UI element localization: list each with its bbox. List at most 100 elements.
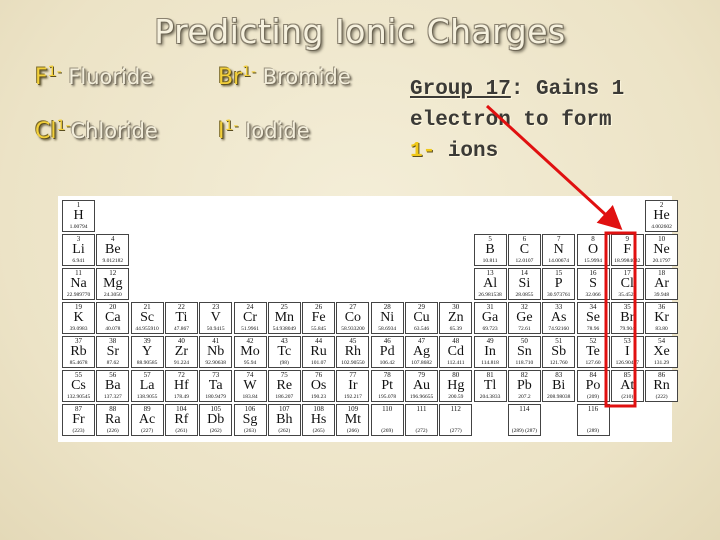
atomic-mass: 138.9055 [136, 394, 158, 400]
atomic-mass: 20.1797 [652, 258, 671, 264]
atomic-mass: (265) [312, 428, 325, 434]
note-text: electron to form [410, 109, 612, 132]
element-cell: 74 W 183.84 [233, 370, 267, 402]
ion-charge: 1- [224, 118, 239, 134]
element-cell: 48 Cd 112.411 [439, 336, 473, 368]
atomic-number: 14 [520, 269, 528, 277]
element-symbol: Cl [620, 276, 634, 291]
element-cell: 36 Kr 83.80 [645, 302, 679, 334]
atomic-mass: 91.224 [173, 360, 189, 366]
pointer-arrow [485, 104, 623, 231]
atomic-number: 53 [623, 337, 631, 345]
element-cell: 104 Rf (261) [164, 404, 198, 436]
element-symbol: B [485, 242, 495, 257]
element-symbol: Ne [653, 242, 670, 257]
atomic-number: 78 [383, 371, 391, 379]
element-cell: 108 Hs (265) [302, 404, 336, 436]
atomic-mass: 55.845 [311, 326, 327, 332]
atomic-number: 107 [279, 405, 290, 413]
atomic-mass: 10.811 [482, 258, 498, 264]
atomic-number: 28 [383, 303, 391, 311]
element-symbol: He [653, 208, 670, 223]
element-cell: 88 Ra (226) [96, 404, 130, 436]
atomic-mass: (261) [175, 428, 188, 434]
element-symbol: Cr [243, 310, 257, 325]
element-cell: 11 Na 22.989770 [62, 268, 95, 300]
atomic-mass: 4.002602 [651, 224, 672, 230]
atomic-number: 50 [520, 337, 528, 345]
note-group: Group 17 [410, 78, 511, 101]
element-cell: 76 Os 190.23 [302, 370, 336, 402]
element-cell: 16 S 32.066 [576, 268, 610, 300]
atomic-mass: 50.9415 [206, 326, 225, 332]
element-cell: 29 Cu 63.546 [405, 302, 438, 334]
element-symbol: Rb [70, 344, 87, 359]
element-cell: 55 Cs 132.90545 [62, 370, 95, 402]
element-cell: 86 Rn (222) [645, 370, 679, 402]
atomic-number: 52 [589, 337, 597, 345]
atomic-mass: 78.96 [586, 326, 600, 332]
element-cell: 32 Ge 72.61 [507, 302, 541, 334]
element-symbol: Pd [379, 344, 395, 359]
element-symbol: Ca [105, 310, 121, 325]
element-cell: 6 C 12.0107 [507, 234, 541, 266]
element-cell: 46 Pd 106.42 [370, 336, 404, 368]
atomic-mass: 126.90447 [615, 360, 639, 366]
element-cell: 15 P 30.973761 [542, 268, 576, 300]
element-symbol: Ge [516, 310, 533, 325]
element-symbol: Bh [276, 412, 293, 427]
element-symbol: Sb [551, 344, 567, 359]
atomic-mass: (277) [449, 428, 462, 434]
atomic-mass: (269) [381, 428, 394, 434]
element-cell: 107 Bh (262) [267, 404, 301, 436]
atomic-mass: (262) [209, 428, 222, 434]
element-cell: 116 (289) [576, 404, 610, 436]
element-cell: 111 (272) [405, 404, 438, 436]
element-cell: 89 Ac (227) [130, 404, 164, 436]
element-cell: 12 Mg 24.3050 [96, 268, 130, 300]
atomic-number: 38 [109, 337, 117, 345]
atomic-mass: 190.23 [311, 394, 327, 400]
ion-name: Iodide [245, 119, 310, 143]
element-symbol: Sr [106, 344, 120, 359]
atomic-number: 83 [555, 371, 563, 379]
element-cell: 27 Co 58.933200 [336, 302, 370, 334]
ion-name: Bromide [262, 65, 351, 89]
atomic-number: 106 [244, 405, 256, 413]
element-cell: 57 La 138.9055 [130, 370, 164, 402]
atomic-mass: (226) [106, 428, 119, 434]
atomic-mass: 114.818 [481, 360, 499, 366]
slide-title: Predicting Ionic Charges [154, 12, 566, 51]
atomic-mass: 32.066 [585, 292, 601, 298]
atomic-number: 36 [658, 303, 666, 311]
element-symbol: Pt [381, 378, 394, 393]
atomic-mass: (209) [587, 394, 599, 400]
atomic-mass: 87.62 [106, 360, 119, 366]
element-symbol: W [243, 378, 257, 393]
element-symbol: Xe [653, 344, 670, 359]
element-cell: 2 He 4.002602 [645, 200, 679, 232]
element-cell: 31 Ga 69.723 [473, 302, 507, 334]
element-symbol: Ru [310, 344, 327, 359]
element-cell: 45 Rh 102.90550 [336, 336, 370, 368]
atomic-number: 27 [349, 303, 357, 311]
element-symbol: Rh [344, 344, 362, 359]
element-cell: 35 Br 79.904 [610, 302, 644, 334]
element-cell: 3 Li 6.941 [62, 234, 95, 266]
atomic-mass: 58.6934 [378, 326, 397, 332]
element-cell: 28 Ni 58.6934 [370, 302, 404, 334]
element-cell: 78 Pt 195.078 [370, 370, 404, 402]
element-cell: 37 Rb 85.4678 [62, 336, 95, 368]
atomic-number: 82 [520, 371, 528, 379]
element-cell: 52 Te 127.60 [576, 336, 610, 368]
element-cell: 85 At (210) [610, 370, 644, 402]
element-cell: 8 O 15.9994 [576, 234, 610, 266]
element-symbol: Ar [654, 276, 669, 291]
element-symbol: V [210, 310, 221, 325]
atomic-mass: 195.078 [378, 394, 397, 400]
atomic-number: 19 [75, 303, 82, 311]
ion-charge: 1- [47, 64, 62, 80]
atomic-mass: 127.60 [585, 360, 601, 366]
element-cell: 39 Y 88.90585 [130, 336, 164, 368]
